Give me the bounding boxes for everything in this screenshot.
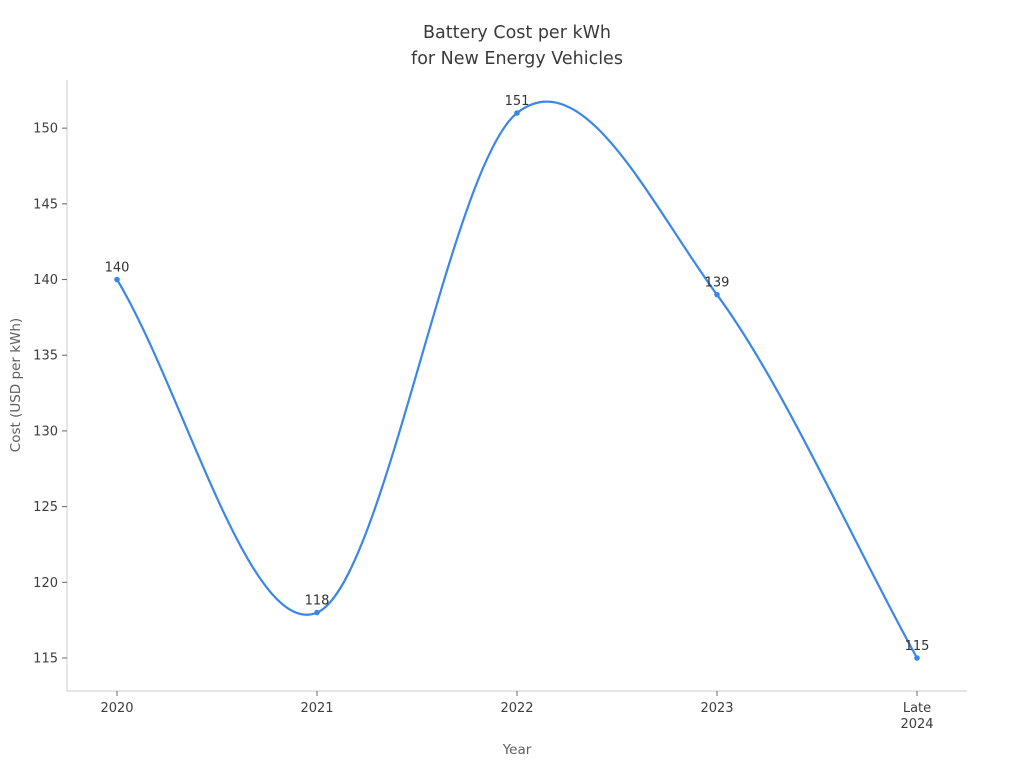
x-tick-label: 2023 — [700, 701, 733, 716]
data-point-marker — [114, 276, 120, 283]
x-axis-title: Year — [502, 742, 532, 758]
y-tick-label: 135 — [33, 349, 58, 364]
chart-title: Battery Cost per kWh for New Energy Vehi… — [411, 23, 623, 69]
point-value-label: 151 — [505, 94, 530, 109]
x-tick-label: 2024 — [900, 717, 933, 732]
data-point-marker — [314, 609, 320, 616]
x-tick-label: 2022 — [500, 701, 533, 716]
x-tick-label: 2021 — [300, 701, 333, 716]
y-axis-title: Cost (USD per kWh) — [8, 317, 24, 453]
point-value-label: 140 — [105, 261, 130, 276]
data-point-marker — [514, 110, 520, 116]
y-tick-label: 130 — [33, 424, 58, 439]
data-point-marker — [914, 655, 920, 661]
point-value-label: 115 — [905, 639, 930, 654]
x-tick-label: Late — [903, 701, 931, 716]
y-tick-label: 140 — [33, 273, 58, 288]
y-tick-label: 145 — [33, 197, 58, 212]
point-value-label: 118 — [305, 594, 330, 609]
x-tick-label: 2020 — [100, 701, 133, 716]
y-tick-label: 150 — [33, 122, 58, 137]
point-value-label: 139 — [705, 276, 730, 291]
data-point-marker — [714, 291, 720, 298]
y-tick-label: 125 — [33, 500, 58, 515]
y-tick-label: 120 — [33, 576, 58, 591]
cost-line — [115, 100, 919, 660]
y-tick-label: 115 — [33, 651, 58, 666]
